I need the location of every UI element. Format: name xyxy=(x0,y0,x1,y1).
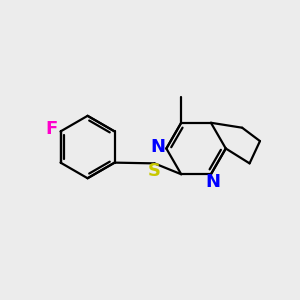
Text: N: N xyxy=(151,138,166,156)
Text: N: N xyxy=(205,173,220,191)
Text: F: F xyxy=(46,120,58,138)
Text: S: S xyxy=(147,162,161,180)
